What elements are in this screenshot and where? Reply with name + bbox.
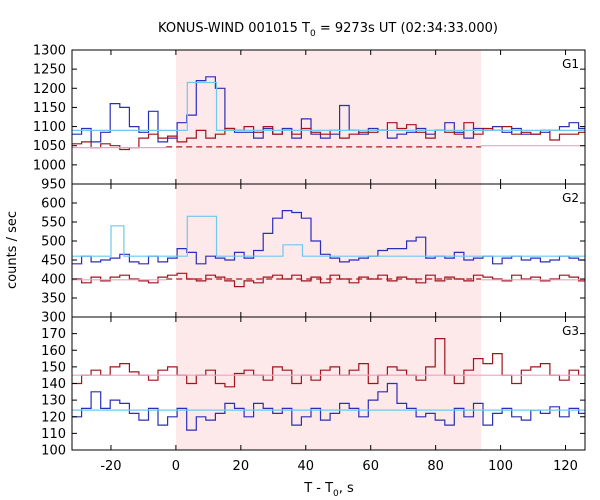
- panel-label-g2: G2: [562, 191, 579, 205]
- y-axis-label: counts / sec: [5, 211, 20, 289]
- series-g2-1: [72, 272, 585, 288]
- y-tick-label: 600: [41, 197, 66, 212]
- y-tick-label: 170: [41, 327, 66, 342]
- panel-label-g3: G3: [562, 324, 579, 338]
- y-tick-label: 130: [41, 394, 66, 409]
- y-tick-label: 150: [41, 360, 66, 375]
- series-g3-1: [72, 338, 585, 388]
- y-tick-label: 1250: [33, 63, 66, 78]
- x-tick-label: 40: [297, 459, 314, 474]
- x-tick-label: -20: [100, 459, 121, 474]
- shaded-interval: [175, 50, 482, 450]
- y-tick-label: 1000: [33, 158, 66, 173]
- y-tick-label: 400: [41, 273, 66, 288]
- x-tick-label: 80: [427, 459, 444, 474]
- y-tick-label: 1050: [33, 139, 66, 154]
- x-tick-label: 60: [362, 459, 379, 474]
- x-tick-label: 120: [553, 459, 578, 474]
- x-axis-label: T - T0, s: [303, 481, 354, 499]
- panel-label-g1: G1: [562, 57, 579, 71]
- series-g2-2: [72, 215, 585, 257]
- y-tick-label: 100: [41, 444, 66, 459]
- y-tick-label: 500: [41, 235, 66, 250]
- series-g1-1: [72, 122, 585, 151]
- series-g1-2: [72, 81, 585, 131]
- x-tick-label: 100: [488, 459, 513, 474]
- y-tick-label: 1200: [33, 82, 66, 97]
- y-tick-label: 160: [41, 344, 66, 359]
- y-tick-label: 350: [41, 292, 66, 307]
- plot-layer: 9501000105011001150120012501300G13003504…: [33, 44, 586, 474]
- series-g2-0: [72, 210, 585, 265]
- y-tick-label: 550: [41, 216, 66, 231]
- y-tick-label: 120: [41, 410, 66, 425]
- y-tick-label: 950: [41, 178, 66, 193]
- y-tick-label: 1100: [33, 120, 66, 135]
- y-tick-label: 1300: [33, 44, 66, 59]
- chart-title: KONUS-WIND 001015 T0 = 9273s UT (02:34:3…: [158, 21, 498, 39]
- x-tick-label: 20: [233, 459, 250, 474]
- y-tick-label: 110: [41, 427, 66, 442]
- y-tick-label: 140: [41, 377, 66, 392]
- x-tick-label: 0: [172, 459, 180, 474]
- series-g1-0: [72, 76, 585, 143]
- y-tick-label: 1150: [33, 101, 66, 116]
- y-tick-label: 450: [41, 254, 66, 269]
- series-g3-0: [72, 382, 585, 431]
- y-tick-label: 300: [41, 311, 66, 326]
